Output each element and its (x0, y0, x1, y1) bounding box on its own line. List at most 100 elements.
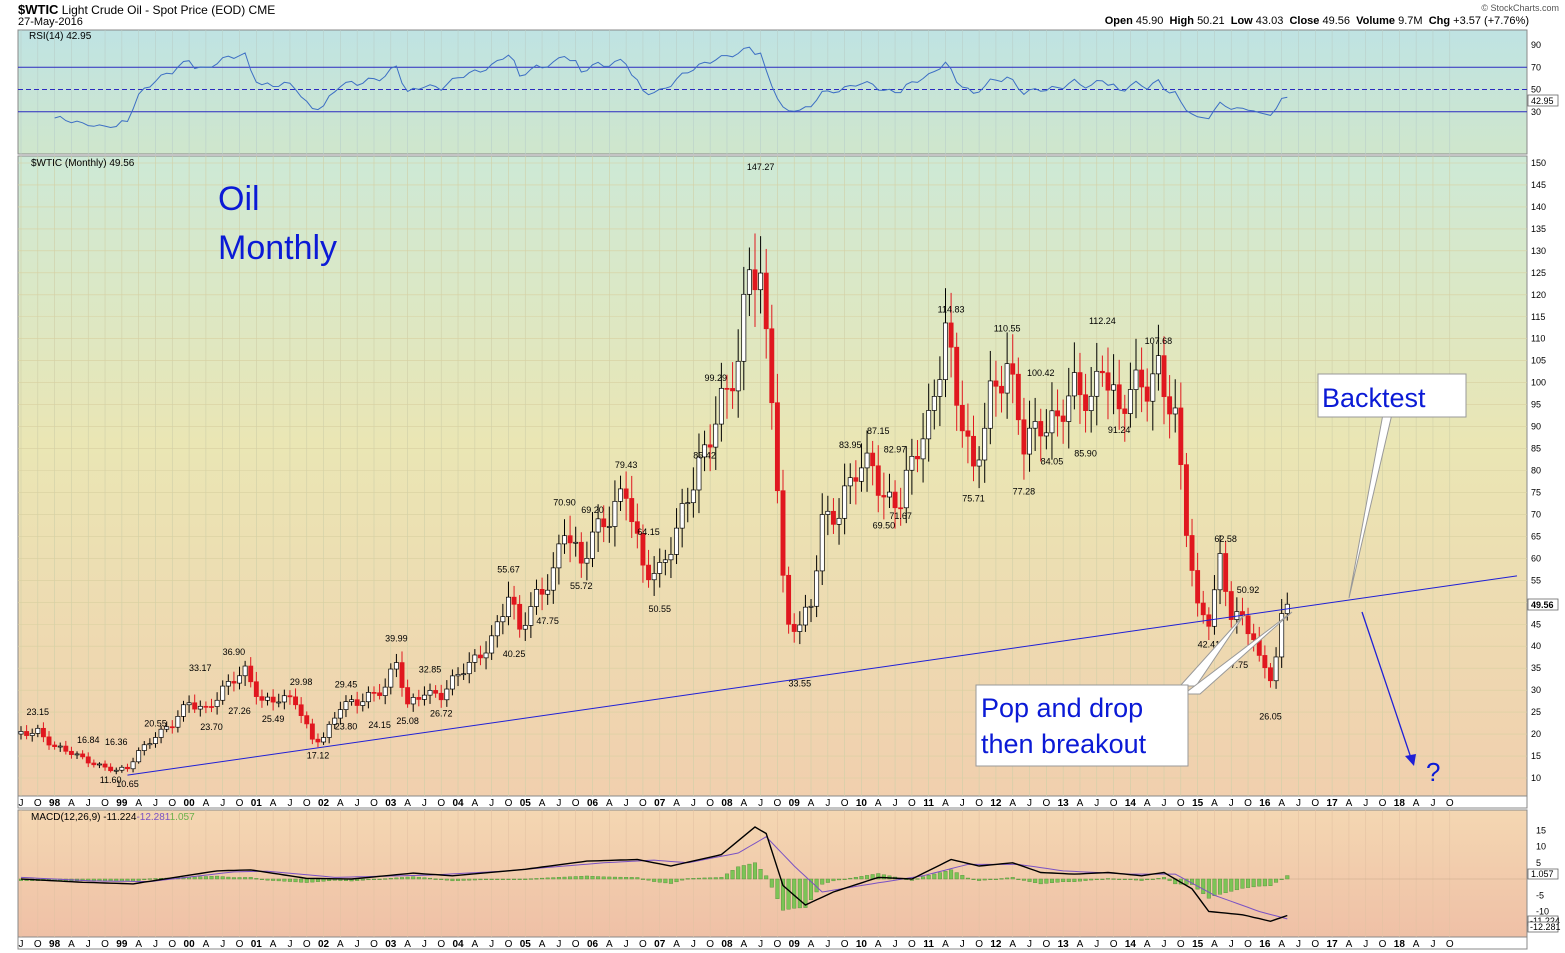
macd-hist-bar (287, 878, 292, 882)
macd-tick-label: 5 (1536, 858, 1541, 868)
candle (74, 751, 80, 759)
macd-hist-bar (786, 878, 791, 910)
candle (506, 581, 511, 626)
peak-label: 16.36 (105, 737, 128, 747)
y-axes: 1501451401351301251201151101051009590858… (1531, 40, 1549, 933)
candle (455, 667, 461, 687)
x-tick-label: J (1094, 939, 1099, 950)
signal-value-tag-text: -12.281 (1530, 922, 1561, 932)
x-tick-label: J (220, 939, 225, 950)
peak-label: 70.90 (553, 497, 576, 507)
x-tick-label: J (355, 798, 360, 809)
candle (1211, 575, 1217, 635)
price-value-tag: 49.56 (1527, 598, 1559, 611)
x-tick-label: J (893, 939, 898, 950)
price-tick-label: 145 (1531, 180, 1546, 190)
price-tick-label: 35 (1531, 663, 1541, 673)
macd-hist-bar (702, 877, 707, 880)
candle (18, 726, 24, 740)
x-tick-label: J (422, 939, 427, 950)
candle (1183, 452, 1189, 548)
macd-hist-bar (377, 878, 382, 881)
macd-hist-bar (411, 876, 416, 880)
x-tick-label: 10 (856, 798, 868, 809)
peak-label: 11.60 (100, 775, 122, 785)
candle (758, 236, 764, 314)
candle (477, 645, 483, 666)
low-value: 43.03 (1255, 15, 1284, 27)
macd-hist-bar (1167, 878, 1172, 881)
macd-hist-bar (842, 878, 847, 881)
x-tick-label: J (691, 798, 696, 809)
macd-hist-bar (640, 878, 645, 880)
candle (1077, 352, 1083, 424)
candle (713, 396, 719, 470)
macd-hist-bar (601, 876, 606, 880)
candle (259, 689, 265, 708)
x-tick-label: O (1379, 939, 1387, 950)
candle (746, 247, 752, 317)
candle (304, 711, 310, 729)
macd-hist-bar (1038, 878, 1043, 885)
macd-hist-bar (831, 878, 836, 882)
macd-hist-bar (422, 877, 427, 880)
macd-hist-bar (999, 878, 1004, 880)
peak-label: 79.43 (615, 460, 638, 470)
candle (780, 469, 786, 593)
x-tick-label: A (1009, 798, 1016, 809)
candle (231, 671, 237, 692)
pop-drop-callout: Pop and drop then breakout (975, 611, 1293, 767)
candle (483, 641, 489, 670)
macd-hist-bar (293, 878, 298, 883)
candle (181, 700, 186, 722)
candle (825, 495, 831, 536)
macd-hist-bar (512, 878, 517, 880)
candle (125, 763, 130, 772)
candle (999, 365, 1004, 413)
candle (808, 599, 814, 623)
macd-hist-bar (315, 878, 320, 882)
candle (416, 689, 422, 707)
candle (35, 724, 41, 738)
annotation-title-line2: Monthly (218, 229, 337, 267)
macd-hist-bar (797, 878, 802, 909)
x-tick-label: A (1346, 798, 1353, 809)
peak-label: 64.15 (637, 527, 660, 537)
x-tick-label: A (808, 798, 815, 809)
candle (550, 552, 556, 604)
candle (449, 669, 455, 696)
candle (1055, 389, 1061, 437)
peak-label: 26.72 (430, 709, 453, 719)
x-tick-label: A (1413, 939, 1420, 950)
symbol-name: Light Crude Oil - Spot Price (EOD) (61, 3, 246, 17)
macd-legend-name: MACD(12,26,9) (31, 812, 100, 823)
x-tick-label: 07 (654, 798, 666, 809)
candle (903, 446, 909, 524)
candle (730, 362, 736, 409)
candle (724, 374, 730, 419)
candle (1015, 357, 1021, 435)
x-tick-label: J (691, 939, 696, 950)
x-tick-label: O (774, 798, 782, 809)
macd-hist-bar (1049, 878, 1054, 883)
ohlc-readout: Open 45.90 High 50.21 Low 43.03 Close 49… (1105, 15, 1529, 27)
macd-hist-bar (719, 877, 724, 880)
macd-hist-bar (993, 878, 998, 881)
x-tick-label: J (556, 939, 561, 950)
x-tick-label: O (1446, 939, 1454, 950)
macd-hist-bar (506, 878, 511, 881)
peak-label: 62.58 (1214, 534, 1237, 544)
price-panel (17, 155, 1528, 797)
x-tick-label: J (1430, 939, 1435, 950)
candle (1178, 382, 1184, 490)
price-tick-label: 135 (1531, 224, 1546, 234)
macd-value-tag-text: -11.224 (1530, 916, 1560, 926)
peak-label: 40.25 (503, 649, 526, 659)
volume-label: Volume (1356, 15, 1396, 27)
x-tick-label: 07 (654, 939, 666, 950)
macd-hist-bar (1279, 878, 1284, 880)
candle (920, 412, 926, 483)
backtest-box (1317, 373, 1467, 418)
price-tick-label: 140 (1531, 202, 1546, 212)
x-tick-label: O (1244, 798, 1252, 809)
